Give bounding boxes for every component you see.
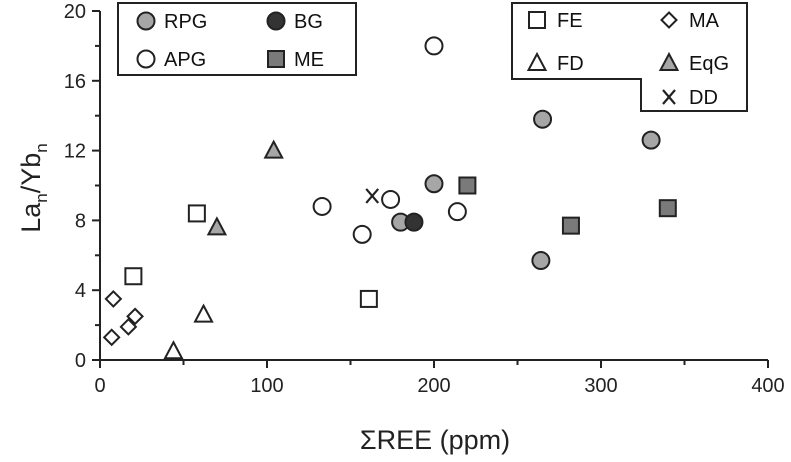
x-tick-label: 400 xyxy=(751,375,784,397)
point-ma xyxy=(104,290,123,308)
legend-label-apg: APG xyxy=(164,49,206,71)
point-rpg xyxy=(641,130,661,150)
legend-left-box xyxy=(117,2,357,76)
y-axis-title-yb: /Yb xyxy=(16,153,46,194)
x-tick-label: 200 xyxy=(417,375,450,397)
y-axis-title-sub2: n xyxy=(32,143,51,152)
legend-label-eqg: EqG xyxy=(689,53,729,75)
y-tick-label: 4 xyxy=(75,280,86,302)
y-tick-label: 0 xyxy=(75,350,86,372)
point-eqg xyxy=(263,139,284,159)
legend-marker-bg xyxy=(266,11,286,31)
point-rpg xyxy=(533,109,553,129)
axis-ticks: 0 100 200 300 400 0 4 8 12 16 20 xyxy=(64,1,785,397)
point-bg xyxy=(404,212,424,232)
legend-marker-me xyxy=(267,50,285,68)
legend-marker-ma xyxy=(660,11,678,29)
y-axis-title-sub1: n xyxy=(32,193,51,202)
legend-label-fd: FD xyxy=(557,53,584,75)
legend-label-dd: DD xyxy=(689,87,718,109)
y-axis-title: Lan/Ybn xyxy=(16,143,51,233)
legend-marker-fd xyxy=(526,51,548,71)
point-fd xyxy=(163,340,184,360)
legend-label-rpg: RPG xyxy=(164,11,207,33)
point-apg xyxy=(381,189,401,209)
point-ma xyxy=(126,307,144,326)
point-fe xyxy=(359,289,378,308)
legend-marker-apg xyxy=(136,49,156,69)
legend-marker-dd xyxy=(662,89,676,105)
legend-marker-dd-stroke-b xyxy=(662,89,676,105)
point-eqg xyxy=(206,216,228,236)
point-ma xyxy=(119,317,138,336)
x-tick-label: 300 xyxy=(584,375,617,397)
x-axis-title: ΣREE (ppm) xyxy=(360,425,510,455)
x-tick-label: 0 xyxy=(94,375,105,397)
point-apg xyxy=(312,196,332,216)
point-dd xyxy=(365,188,380,204)
point-fe xyxy=(124,267,143,286)
point-rpg xyxy=(531,251,551,271)
point-apg xyxy=(352,224,372,244)
y-tick-label: 8 xyxy=(75,210,86,232)
point-rpg xyxy=(424,174,444,194)
data-points xyxy=(102,36,677,360)
point-me xyxy=(561,216,580,235)
point-apg xyxy=(424,36,444,56)
point-apg xyxy=(447,202,467,222)
legend-label-ma: MA xyxy=(689,10,720,32)
axes xyxy=(92,11,768,368)
legend-marker-fe xyxy=(528,11,546,29)
point-ma xyxy=(102,328,121,347)
legend-label-fe: FE xyxy=(557,10,583,32)
point-fd xyxy=(193,303,214,323)
point-me xyxy=(658,199,677,218)
y-axis-title-la: La xyxy=(16,202,46,233)
y-tick-label: 16 xyxy=(64,71,86,93)
legend-right-box xyxy=(511,2,748,112)
y-tick-label: 20 xyxy=(64,1,86,23)
legend-left: RPG BG APG ME xyxy=(117,2,357,76)
y-tick-label: 12 xyxy=(64,141,86,163)
point-me xyxy=(458,176,477,195)
legend-marker-eqg xyxy=(658,51,680,71)
legend-marker-rpg xyxy=(136,11,156,31)
point-fe xyxy=(187,204,206,223)
point-dd-stroke-b xyxy=(365,188,380,204)
x-tick-label: 100 xyxy=(250,375,283,397)
legend-label-me: ME xyxy=(294,49,324,71)
legend-right: FE MA FD EqG DD xyxy=(511,2,748,112)
legend-label-bg: BG xyxy=(294,11,323,33)
